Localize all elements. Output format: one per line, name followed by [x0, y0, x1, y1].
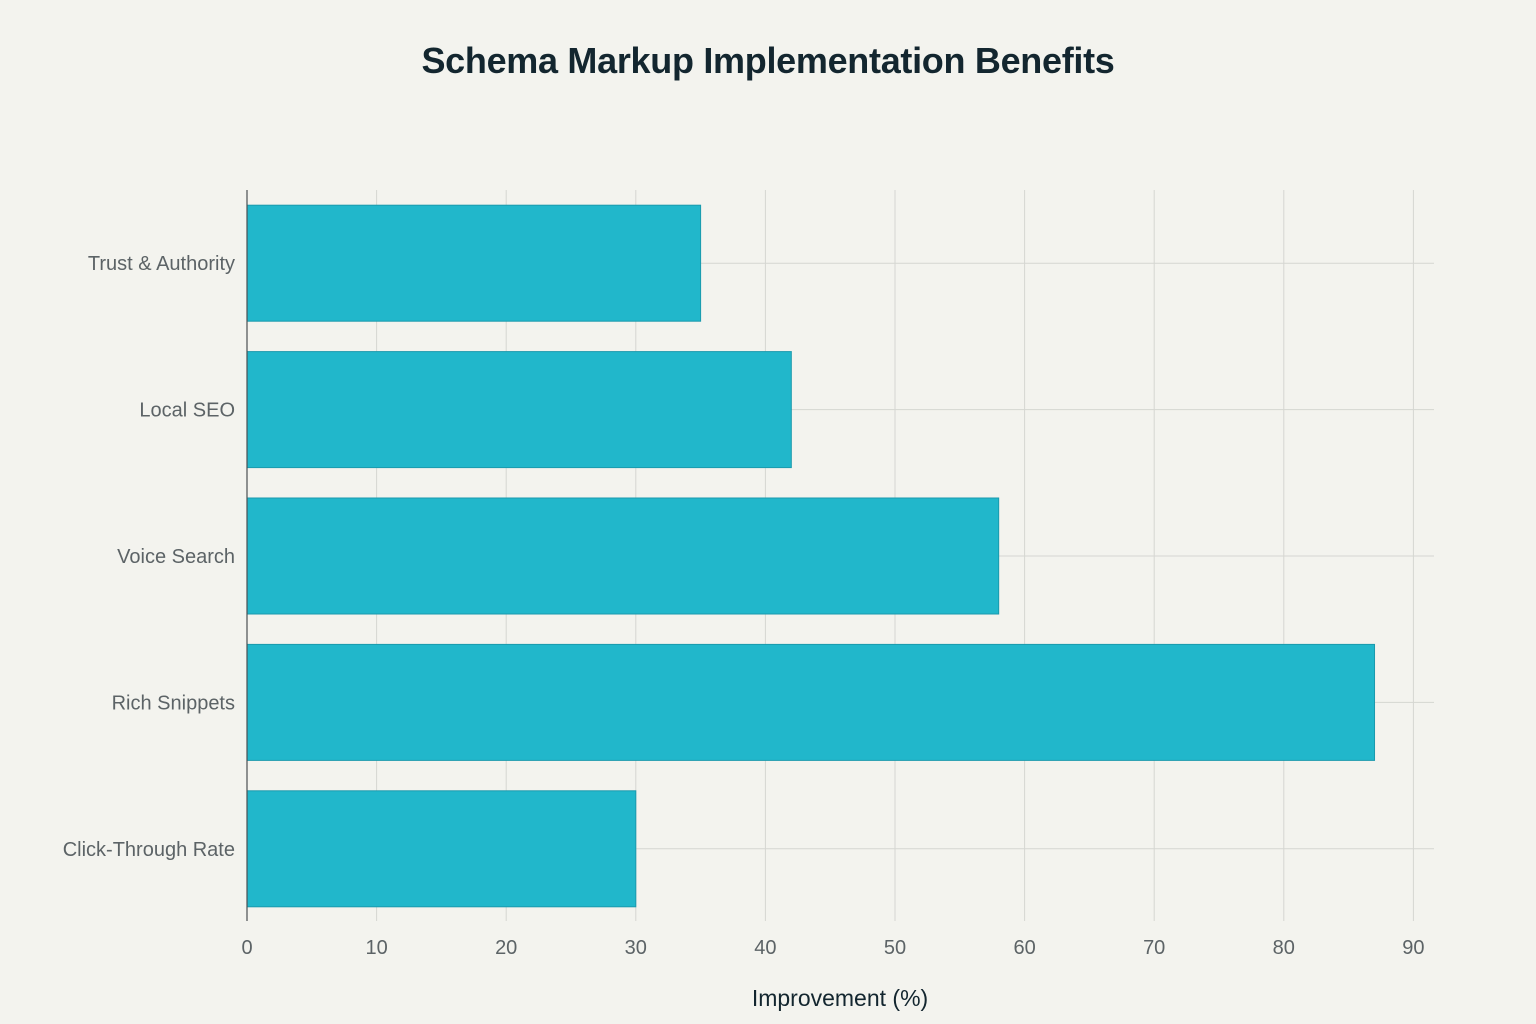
- y-tick-label: Rich Snippets: [112, 692, 235, 714]
- y-tick-label: Local SEO: [139, 400, 235, 422]
- x-tick-label: 90: [1402, 937, 1424, 959]
- y-tick-label: Trust & Authority: [88, 253, 235, 275]
- bar: [246, 643, 1376, 761]
- x-tick-label: 0: [241, 937, 252, 959]
- bar: [246, 497, 1000, 615]
- bars: [246, 204, 1376, 908]
- x-tick-label: 80: [1273, 937, 1295, 959]
- x-tick-label: 20: [495, 937, 517, 959]
- x-tick-label: 40: [754, 937, 776, 959]
- y-tick-label: Voice Search: [117, 546, 235, 568]
- chart-title: Schema Markup Implementation Benefits: [421, 40, 1115, 81]
- bar: [246, 790, 637, 908]
- x-tick-label: 50: [884, 937, 906, 959]
- x-axis-title: Improvement (%): [752, 985, 928, 1011]
- x-tick-label: 10: [365, 937, 387, 959]
- x-tick-label: 70: [1143, 937, 1165, 959]
- bar: [246, 351, 792, 469]
- x-tick-label: 60: [1013, 937, 1035, 959]
- y-tick-label: Click-Through Rate: [63, 839, 235, 861]
- bar: [246, 204, 702, 322]
- x-tick-label: 30: [625, 937, 647, 959]
- axes: 0 10 20 30 40 50 60 70 80 90 Trust & Authority Loca…: [63, 190, 1425, 959]
